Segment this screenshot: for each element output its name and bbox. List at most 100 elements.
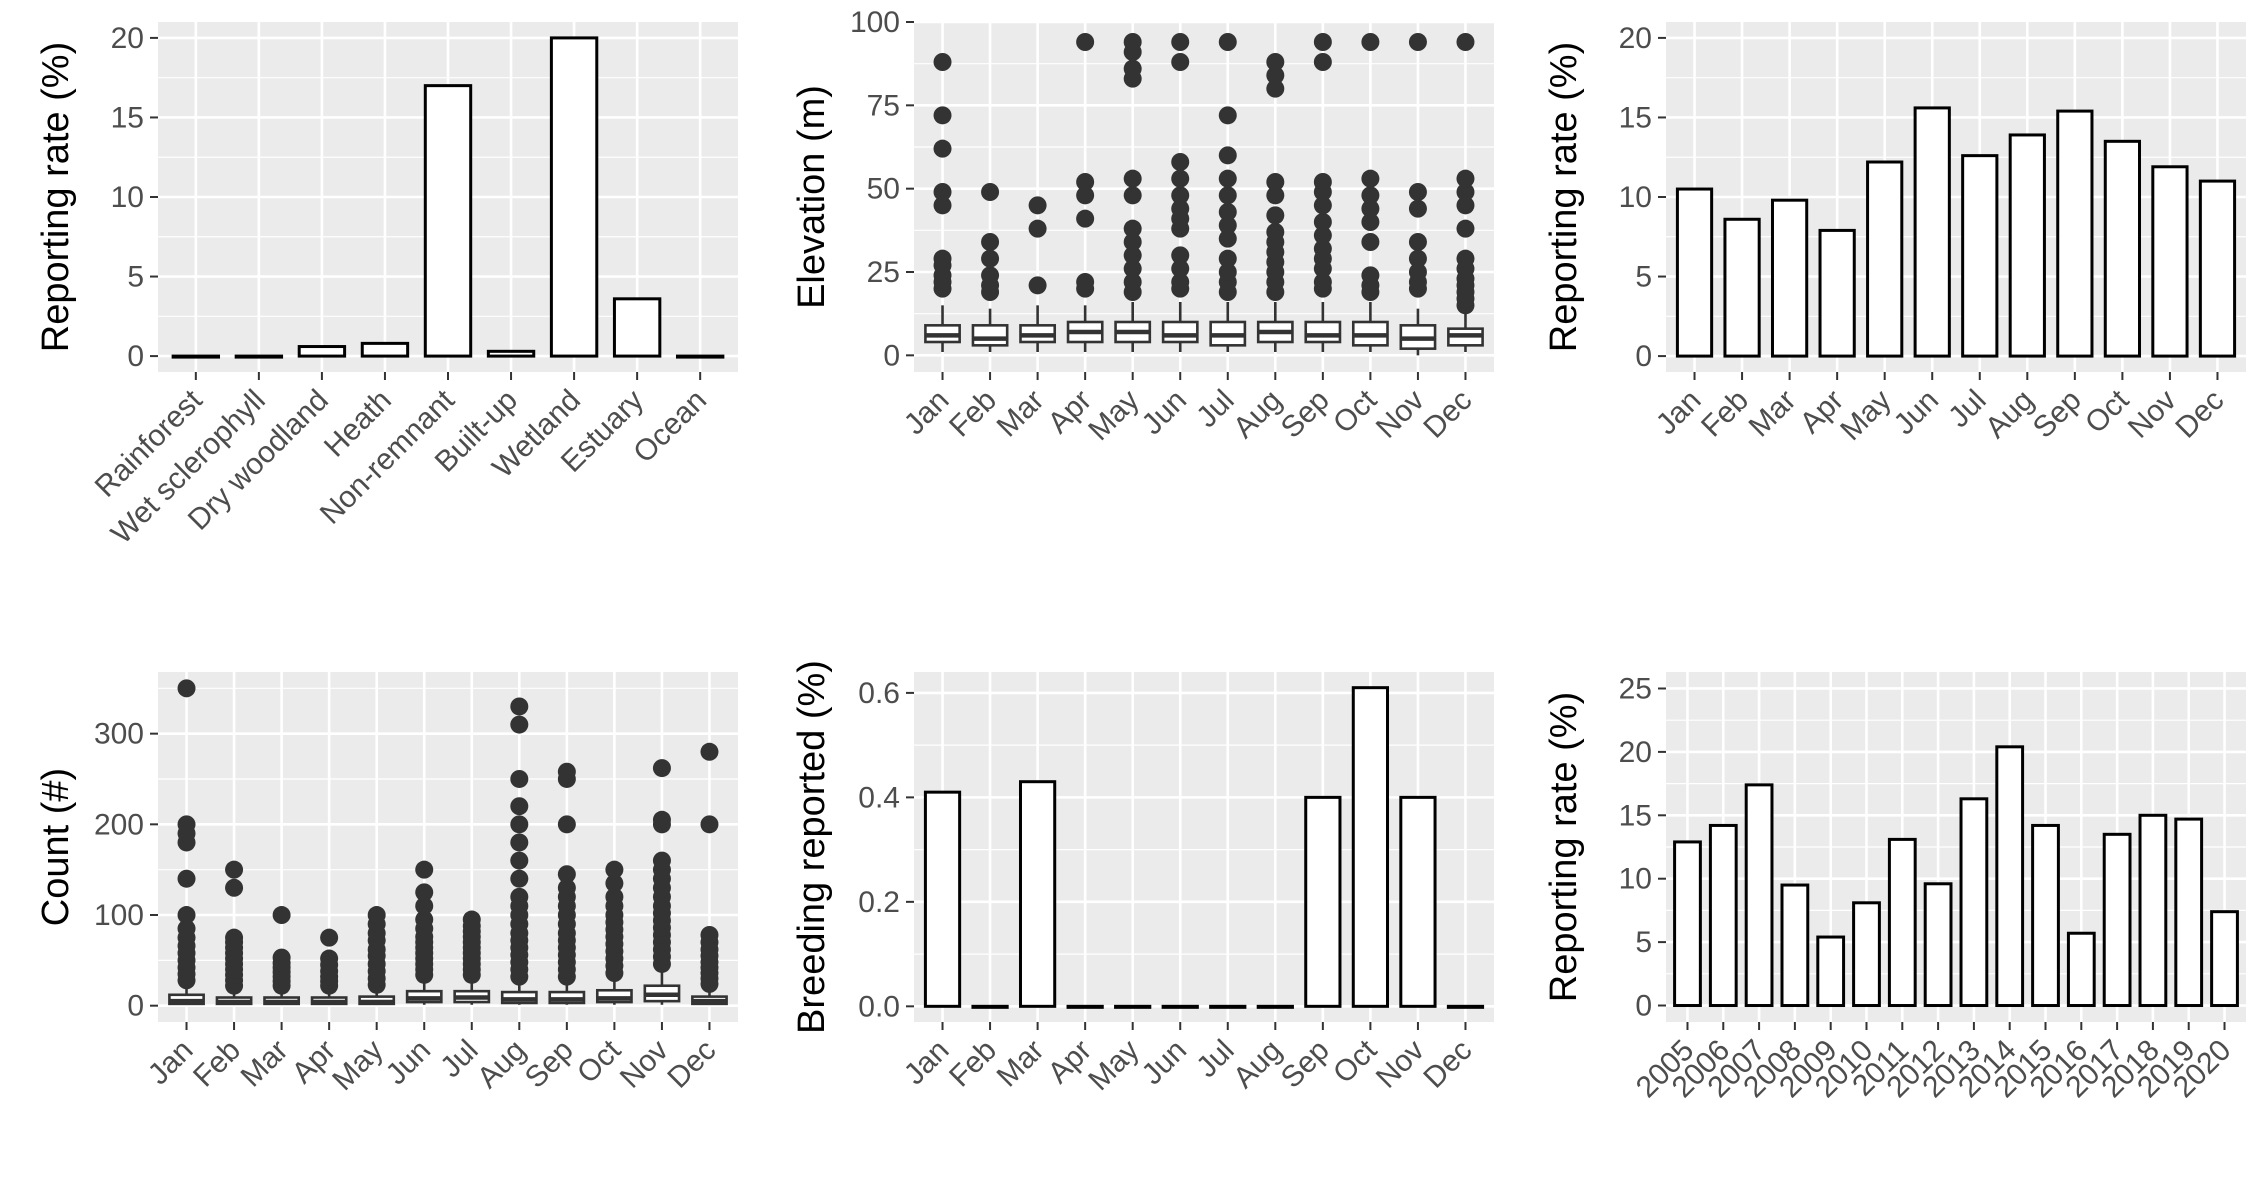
- outlier-point: [510, 851, 529, 870]
- outlier-point: [1266, 53, 1285, 71]
- bar: [612, 297, 662, 358]
- x-tick-label: Nov: [1370, 1034, 1431, 1095]
- outlier-point: [1313, 226, 1332, 245]
- box-nov: [1399, 33, 1437, 356]
- outlier-point: [1266, 223, 1285, 241]
- y-tick-label: 75: [867, 89, 900, 122]
- y-axis-title: Reporting rate (%): [35, 42, 77, 352]
- outlier-point: [415, 896, 434, 915]
- outlier-point: [1313, 173, 1332, 191]
- outlier-point: [1218, 106, 1237, 125]
- bar: [1744, 783, 1774, 1008]
- y-axis-title: Reporting rate (%): [1543, 42, 1585, 352]
- box-sep: [548, 762, 586, 1005]
- x-tick-label: Jan: [142, 1034, 200, 1092]
- x-tick-label: Jun: [1888, 384, 1946, 442]
- outlier-point: [1456, 169, 1475, 188]
- outlier-point: [177, 906, 196, 925]
- bar: [1351, 686, 1390, 1008]
- outlier-point: [1313, 53, 1332, 71]
- y-axis-title: Breeding reported (%): [791, 660, 833, 1034]
- y-tick-label: 0.0: [858, 990, 900, 1023]
- outlier-point: [1408, 183, 1427, 201]
- outlier-point: [1266, 66, 1285, 85]
- x-tick-label: Dec: [1417, 384, 1478, 445]
- chart-monthly-reporting-rate: 05101520JanFebMarAprMayJunJulAugSepOctNo…: [1543, 22, 2246, 447]
- bar: [971, 1004, 1009, 1009]
- box-apr: [310, 928, 348, 1006]
- outlier-point: [1218, 249, 1237, 268]
- outlier-point: [1171, 53, 1190, 71]
- box-jun: [405, 860, 443, 1005]
- y-tick-label: 25: [1619, 672, 1652, 705]
- outlier-point: [1408, 199, 1427, 218]
- y-tick-label: 0: [127, 340, 144, 373]
- outlier-point: [510, 869, 529, 888]
- box-may: [1114, 33, 1152, 352]
- outlier-point: [1123, 246, 1142, 265]
- bar: [1959, 797, 1989, 1008]
- outlier-point: [1456, 219, 1475, 238]
- bar: [234, 354, 284, 359]
- outlier-point: [557, 815, 576, 834]
- outlier-point: [177, 919, 196, 938]
- bar: [1209, 1004, 1247, 1009]
- outlier-point: [1313, 196, 1332, 215]
- outlier-point: [510, 887, 529, 906]
- bar: [1066, 1004, 1104, 1009]
- outlier-point: [367, 906, 386, 925]
- bar: [2151, 165, 2189, 358]
- outlier-point: [1361, 233, 1380, 251]
- bar: [2008, 133, 2046, 358]
- x-tick-label: Nov: [2122, 384, 2183, 445]
- outlier-point: [933, 53, 952, 71]
- y-tick-label: 15: [111, 101, 144, 134]
- bar: [1723, 217, 1761, 358]
- x-tick-label: Oct: [1327, 383, 1384, 440]
- y-tick-label: 0.2: [858, 886, 900, 919]
- bar: [2066, 931, 2096, 1008]
- bar: [1923, 882, 1953, 1008]
- bar: [1866, 160, 1904, 358]
- bar: [675, 354, 725, 359]
- x-tick-label: Jun: [1136, 384, 1194, 442]
- outlier-point: [557, 762, 576, 781]
- outlier-point: [1123, 259, 1142, 278]
- outlier-point: [1028, 196, 1047, 215]
- outlier-point: [1123, 233, 1142, 251]
- bar: [1995, 745, 2025, 1008]
- x-tick-label: May: [1834, 384, 1897, 447]
- bar: [2102, 832, 2132, 1008]
- outlier-point: [1123, 219, 1142, 238]
- outlier-point: [1266, 79, 1285, 98]
- outlier-point: [1408, 249, 1427, 268]
- outlier-point: [1123, 33, 1142, 51]
- y-tick-label: 10: [1619, 181, 1652, 214]
- y-tick-label: 100: [94, 899, 144, 932]
- bar: [297, 345, 347, 358]
- outlier-point: [415, 860, 434, 879]
- bar: [1961, 154, 1999, 358]
- y-axis-title: Elevation (m): [791, 85, 833, 309]
- y-axis-title: Reporting rate (%): [1543, 692, 1585, 1002]
- bar: [1780, 883, 1810, 1008]
- outlier-point: [1456, 249, 1475, 268]
- outlier-point: [1266, 206, 1285, 225]
- x-tick-label: May: [1082, 384, 1145, 447]
- outlier-point: [981, 266, 1000, 285]
- outlier-point: [510, 833, 529, 852]
- x-tick-label: Dec: [2169, 384, 2230, 445]
- bar: [423, 84, 473, 358]
- x-tick-label: May: [326, 1034, 389, 1097]
- x-tick-label: Feb: [1695, 384, 1755, 444]
- y-tick-label: 5: [1635, 926, 1652, 959]
- outlier-point: [272, 906, 291, 925]
- outlier-point: [1266, 186, 1285, 205]
- outlier-point: [320, 928, 339, 947]
- y-tick-label: 15: [1619, 799, 1652, 832]
- box-mar: [1019, 196, 1057, 352]
- outlier-point: [933, 183, 952, 201]
- outlier-point: [1361, 199, 1380, 218]
- outlier-point: [652, 810, 671, 829]
- bar: [2031, 823, 2060, 1008]
